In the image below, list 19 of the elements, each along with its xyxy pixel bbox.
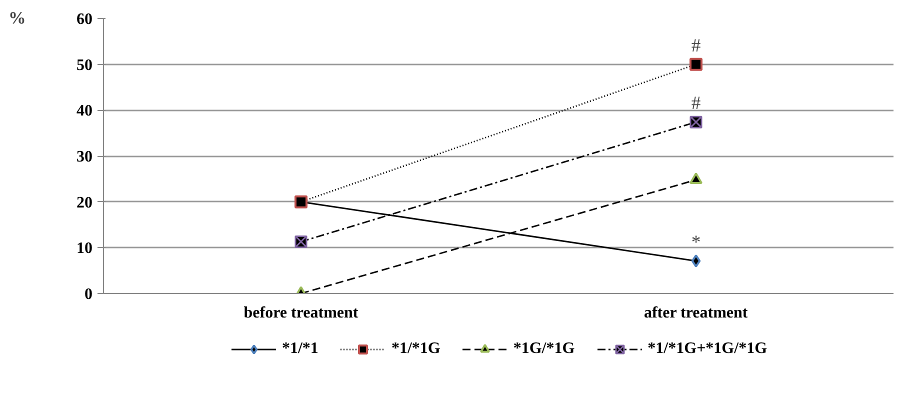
y-axis-title: % bbox=[8, 8, 26, 28]
y-tick-label: 20 bbox=[76, 194, 92, 212]
y-tick-label: 40 bbox=[76, 102, 92, 120]
legend-label: *1/*1G+*1G/*1G bbox=[648, 340, 768, 358]
point bbox=[691, 254, 701, 268]
x-tick-label: after treatment bbox=[644, 304, 748, 322]
legend-label: *1/*1 bbox=[282, 340, 318, 358]
x-tick-label: before treatment bbox=[244, 304, 359, 322]
y-tick-label: 30 bbox=[76, 148, 92, 166]
legend-label: *1G/*1G bbox=[513, 340, 575, 358]
y-tick-label: 60 bbox=[76, 11, 92, 28]
legend-label: *1/*1G bbox=[391, 340, 440, 358]
annotation: * bbox=[691, 232, 701, 253]
y-tick-label: 50 bbox=[76, 56, 92, 74]
point bbox=[690, 58, 702, 71]
y-tick-label: 10 bbox=[76, 240, 92, 258]
annotation: # bbox=[691, 93, 701, 114]
y-tick-label: 0 bbox=[84, 286, 92, 303]
annotation: # bbox=[691, 35, 701, 56]
